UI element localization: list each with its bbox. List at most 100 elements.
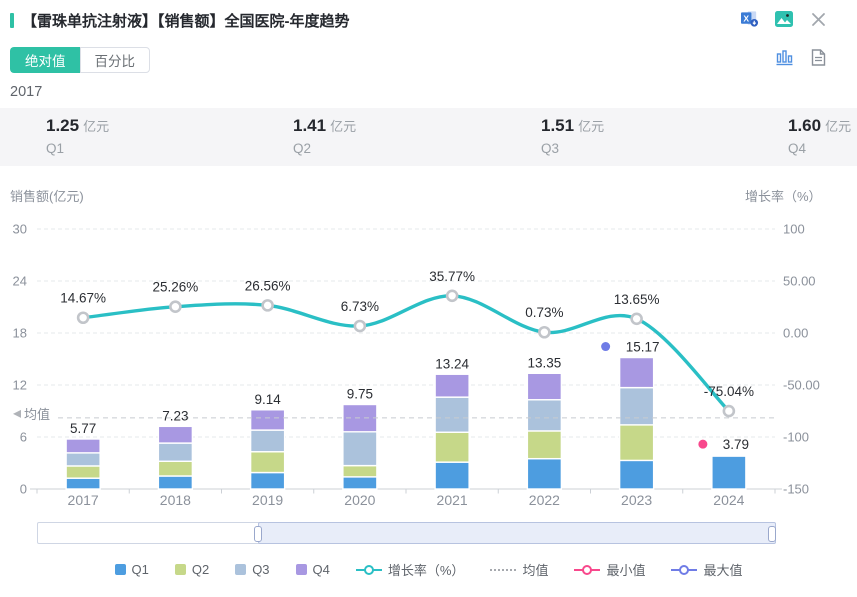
legend-item-q4[interactable]: Q4 — [295, 562, 330, 577]
year-label-2024[interactable]: 2024 — [713, 492, 744, 508]
stat-q2-value: 1.41 — [293, 116, 327, 135]
bar-segment-q1-2024[interactable] — [711, 455, 747, 490]
view-switch-toolbar — [775, 48, 827, 66]
stat-q4-label: Q4 — [788, 141, 807, 156]
bar-segment-q1-2020[interactable] — [342, 476, 378, 490]
bar-segment-q2-2019[interactable] — [249, 451, 286, 474]
value-mode-toggle: 绝对值 百分比 — [10, 47, 150, 73]
growth-label-2023: 13.65% — [614, 292, 660, 307]
bar-segment-q1-2018[interactable] — [157, 475, 194, 490]
bar-segment-q3-2018[interactable] — [157, 442, 194, 462]
bar-segment-q4-2017[interactable] — [65, 438, 101, 454]
quarter-stats-row: 1.25 亿元 Q1 1.41 亿元 Q2 1.51 亿元 Q3 1.60 亿元 Q4 — [0, 108, 857, 166]
growth-label-2022: 0.73% — [525, 305, 563, 320]
excel-download-icon[interactable]: X — [741, 10, 759, 28]
datazoom-right-handle[interactable] — [768, 526, 776, 542]
bar-segment-q2-2020[interactable] — [342, 464, 378, 478]
bar-segment-q2-2023[interactable] — [618, 424, 655, 462]
bar-segment-q3-2019[interactable] — [249, 429, 286, 453]
growth-point-2022[interactable] — [538, 325, 551, 339]
legend-swatch-q3-icon — [235, 564, 247, 575]
bar-segment-q3-2021[interactable] — [434, 396, 470, 433]
growth-point-2017[interactable] — [76, 311, 90, 325]
bar-segment-q3-2023[interactable] — [618, 386, 655, 426]
bar-segment-q1-2022[interactable] — [526, 457, 563, 490]
legend-item-min[interactable]: 最小值 — [574, 560, 645, 579]
growth-point-2024[interactable] — [722, 404, 736, 418]
datazoom-selected-range[interactable] — [258, 522, 776, 544]
year-label-2020[interactable]: 2020 — [344, 492, 375, 508]
legend-item-q2[interactable]: Q2 — [174, 562, 209, 577]
bar-segment-q4-2023[interactable] — [618, 356, 655, 389]
legend-item-q3[interactable]: Q3 — [235, 562, 270, 577]
left-axis-tick-label: 0 — [20, 482, 27, 497]
bar-chart-view-icon[interactable] — [775, 48, 793, 66]
legend-swatch-q1-icon — [114, 564, 126, 575]
bar-segment-q2-2018[interactable] — [157, 460, 194, 477]
stat-q4-unit: 亿元 — [825, 119, 852, 134]
legend-item-mean[interactable]: 均值 — [490, 560, 548, 579]
year-label-2022[interactable]: 2022 — [529, 492, 560, 508]
bar-segment-q2-2017[interactable] — [65, 465, 101, 479]
year-label-2021[interactable]: 2021 — [437, 492, 468, 508]
left-axis-tick-label: 18 — [13, 326, 27, 341]
bar-total-label-2022: 13.35 — [527, 355, 561, 370]
stat-q2-unit: 亿元 — [330, 119, 357, 134]
close-icon[interactable] — [809, 10, 827, 28]
right-axis-tick-label: 50.00 — [783, 274, 816, 289]
year-label-2017[interactable]: 2017 — [68, 492, 99, 508]
right-axis-tick-label: -100 — [783, 430, 809, 445]
legend-item-growth[interactable]: 增长率（%） — [355, 560, 464, 579]
growth-point-2019[interactable] — [261, 299, 274, 312]
growth-point-2021[interactable] — [445, 289, 459, 303]
min-value-dot — [698, 439, 708, 449]
year-label-2019[interactable]: 2019 — [252, 492, 283, 508]
year-label-2023[interactable]: 2023 — [621, 492, 652, 508]
bar-segment-q3-2017[interactable] — [65, 452, 101, 467]
growth-point-2018[interactable] — [169, 300, 182, 314]
bar-segment-q1-2023[interactable] — [618, 459, 655, 490]
stat-q1-label: Q1 — [46, 141, 65, 156]
growth-label-2019: 26.56% — [245, 278, 291, 293]
header-toolbar: X — [741, 10, 827, 28]
year-label-2018[interactable]: 2018 — [160, 492, 191, 508]
bar-segment-q2-2021[interactable] — [434, 431, 470, 463]
period-label: 2017 — [10, 84, 43, 100]
mean-arrow-icon — [13, 409, 21, 418]
bar-segment-q3-2022[interactable] — [526, 399, 563, 432]
document-view-icon[interactable] — [809, 48, 827, 66]
bar-segment-q1-2019[interactable] — [249, 471, 286, 490]
legend-swatch-q4-icon — [295, 564, 307, 575]
bar-total-label-2020: 9.75 — [347, 387, 373, 402]
bar-segment-q4-2022[interactable] — [526, 372, 563, 401]
bar-segment-q4-2019[interactable] — [249, 409, 286, 431]
right-axis-tick-label: 0.00 — [783, 326, 808, 341]
bar-segment-q1-2021[interactable] — [434, 461, 470, 490]
legend-swatch-q2-icon — [174, 564, 186, 575]
growth-label-2021: 35.77% — [429, 269, 475, 284]
absolute-value-tab[interactable]: 绝对值 — [10, 47, 80, 73]
bar-segment-q4-2018[interactable] — [157, 425, 194, 444]
bar-segment-q2-2022[interactable] — [526, 430, 563, 460]
bar-segment-q4-2021[interactable] — [434, 373, 470, 398]
bar-segment-q1-2017[interactable] — [65, 477, 101, 490]
stat-q3-unit: 亿元 — [578, 119, 605, 134]
growth-point-2023[interactable] — [630, 312, 643, 326]
growth-point-2020[interactable] — [353, 319, 367, 333]
right-axis-tick-label: -50.00 — [783, 378, 820, 393]
growth-label-2024: -75.04% — [704, 384, 754, 399]
bar-segment-q3-2020[interactable] — [342, 431, 378, 467]
image-export-icon[interactable] — [775, 10, 793, 28]
legend-item-max[interactable]: 最大值 — [671, 560, 742, 579]
datazoom-left-handle[interactable] — [254, 526, 262, 542]
datazoom-slider[interactable] — [37, 522, 776, 544]
stat-q3: 1.51 亿元 Q3 — [541, 116, 604, 156]
legend-item-q1[interactable]: Q1 — [114, 562, 149, 577]
percentage-tab[interactable]: 百分比 — [79, 47, 150, 73]
left-axis-tick-label: 6 — [20, 430, 27, 445]
stat-q1: 1.25 亿元 Q1 — [46, 116, 109, 156]
left-axis-caption: 销售额(亿元) — [10, 189, 84, 204]
legend-line-circle-growth-icon — [355, 564, 382, 575]
panel-header: 【雷珠单抗注射液】【销售额】全国医院-年度趋势 — [10, 10, 350, 30]
